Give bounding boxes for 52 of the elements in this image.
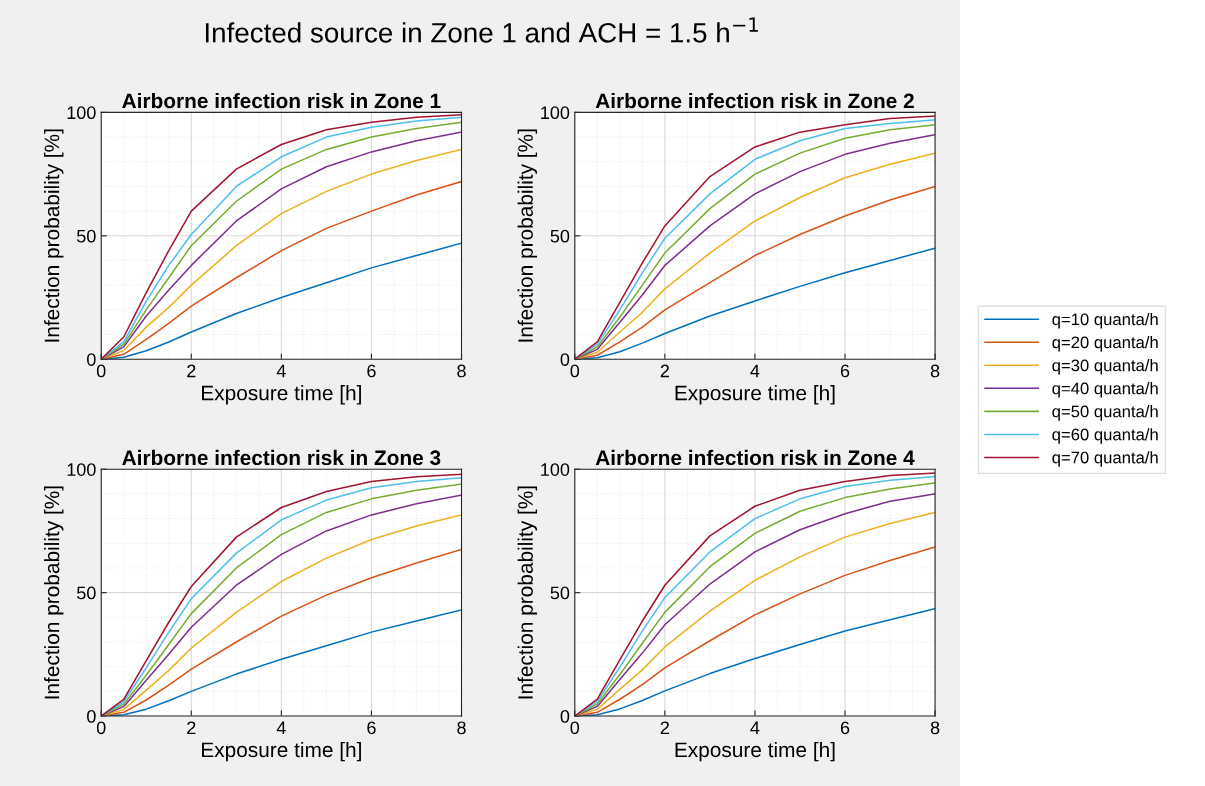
y-tick-label: 0 — [87, 709, 96, 723]
x-tick-label: 0 — [570, 364, 580, 378]
x-axis-title: Exposure time [h] — [202, 385, 361, 405]
x-tick-label: 6 — [840, 721, 850, 735]
y-axis-title: Infection probability [%] — [44, 486, 64, 699]
legend-label: q=20 quanta/h — [1052, 336, 1158, 352]
y-axis-title: Infection probability [%] — [517, 486, 538, 699]
x-tick-label: 4 — [750, 364, 760, 378]
x-axis-title: Exposure time [h] — [202, 741, 361, 762]
x-tick-label: 8 — [930, 721, 940, 735]
y-tick-label: 50 — [77, 586, 96, 600]
chart-title: Airborne infection risk in Zone 2 — [595, 92, 914, 109]
legend-label: q=60 quanta/h — [1052, 428, 1158, 444]
legend-label: q=10 quanta/h — [1052, 312, 1158, 329]
y-axis-title: Infection probability [%] — [44, 129, 64, 342]
x-tick-label: 6 — [367, 364, 376, 378]
y-tick-label: 50 — [77, 229, 96, 243]
chart-title: Airborne infection risk in Zone 3 — [122, 449, 441, 466]
y-tick-label: 100 — [67, 106, 96, 120]
x-tick-label: 2 — [660, 364, 669, 378]
y-tick-label: 100 — [541, 463, 570, 476]
y-tick-label: 0 — [87, 353, 96, 366]
x-tick-label: 4 — [750, 721, 760, 734]
legend-label: q=30 quanta/h — [1052, 359, 1158, 375]
y-tick-label: 50 — [550, 586, 570, 600]
y-axis-title: Infection probability [%] — [517, 129, 538, 342]
y-tick-label: 100 — [541, 106, 570, 120]
x-tick-label: 2 — [187, 721, 196, 734]
legend-label: q=70 quanta/h — [1052, 451, 1158, 467]
x-tick-label: 4 — [276, 721, 286, 734]
chart-title: Airborne infection risk in Zone 1 — [122, 92, 441, 109]
x-tick-label: 8 — [930, 364, 940, 378]
y-tick-label: 50 — [550, 229, 570, 243]
y-tick-label: 100 — [67, 463, 96, 476]
x-tick-label: 4 — [276, 364, 286, 378]
x-tick-label: 8 — [457, 364, 466, 378]
x-axis-title: Exposure time [h] — [675, 385, 835, 405]
text: Infected source in Zone 1 and ACH = 1.5 h$^{−1}$ — [205, 17, 758, 43]
x-tick-label: 6 — [367, 721, 376, 735]
x-tick-label: 2 — [660, 721, 669, 734]
x-tick-label: 0 — [570, 721, 580, 735]
chart-title: Airborne infection risk in Zone 4 — [595, 449, 915, 466]
legend-label: q=40 quanta/h — [1052, 382, 1158, 398]
legend-label: q=50 quanta/h — [1052, 405, 1158, 421]
x-tick-label: 8 — [457, 721, 466, 735]
x-tick-label: 0 — [96, 364, 106, 378]
y-tick-label: 0 — [560, 353, 570, 366]
x-axis-title: Exposure time [h] — [675, 741, 835, 762]
x-tick-label: 6 — [840, 364, 850, 378]
x-tick-label: 0 — [96, 721, 106, 735]
y-tick-label: 0 — [560, 709, 570, 723]
x-tick-label: 2 — [187, 364, 196, 378]
